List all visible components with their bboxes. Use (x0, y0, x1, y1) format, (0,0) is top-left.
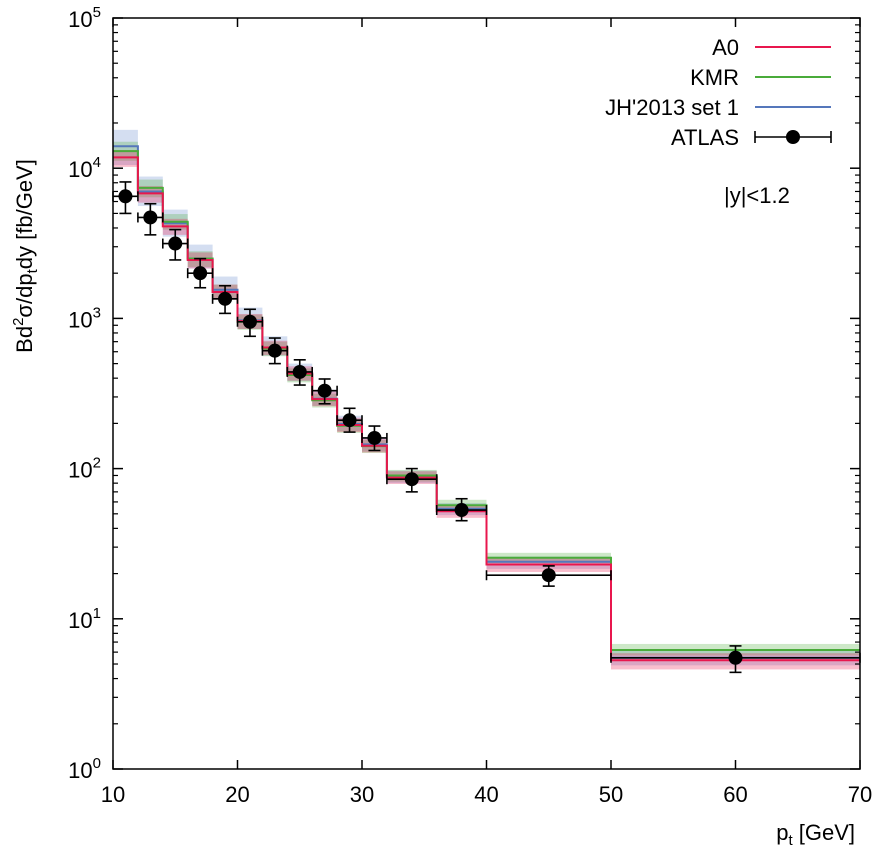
atlas-point (367, 430, 382, 445)
atlas-point (193, 266, 208, 281)
y-tick-label: 100 (68, 755, 101, 783)
atlas-point (242, 314, 257, 329)
y-tick-base: 10 (68, 608, 92, 633)
legend-swatch-point (786, 130, 800, 144)
y-tick-exponent: 2 (93, 455, 101, 472)
y-tick-base: 10 (68, 7, 92, 32)
atlas-point (454, 503, 469, 518)
y-tick-base: 10 (68, 758, 92, 783)
atlas-point (342, 413, 357, 428)
x-tick-label: 40 (474, 782, 498, 807)
x-tick-label: 10 (101, 782, 125, 807)
legend-label: ATLAS (671, 125, 739, 150)
y-tick-exponent: 3 (93, 304, 101, 321)
legend-label: A0 (712, 35, 739, 60)
y-tick-base: 10 (68, 157, 92, 182)
model-lines (113, 145, 860, 662)
y-tick-exponent: 1 (93, 605, 101, 622)
y-tick-exponent: 5 (93, 4, 101, 21)
x-tick-label: 60 (723, 782, 747, 807)
line-a0 (113, 156, 860, 662)
atlas-point (168, 236, 183, 251)
band-a0-bin (113, 150, 138, 167)
band-jh2013set1-bin (187, 244, 213, 269)
band-jh2013set1-bin (113, 129, 138, 166)
atlas-point (143, 210, 158, 225)
atlas-point (317, 383, 332, 398)
legend: A0 KMR JH'2013 set 1 ATLAS (605, 35, 832, 150)
line-jh2013set1 (113, 145, 860, 659)
y-tick-label: 105 (68, 4, 101, 32)
y-tick-exponent: 0 (93, 755, 101, 772)
y-tick-label: 102 (68, 455, 101, 483)
legend-label: KMR (690, 65, 739, 90)
atlas-point (404, 472, 419, 487)
atlas-point (118, 189, 133, 204)
x-tick-label: 50 (599, 782, 623, 807)
x-axis-label-unit: [GeV] (793, 820, 855, 845)
y-tick-label: 104 (68, 154, 101, 182)
atlas-point (267, 343, 282, 358)
y-tick-base: 10 (68, 458, 92, 483)
atlas-point (541, 568, 556, 583)
uncertainty-bands (113, 129, 860, 670)
x-axis-label-sub: t (788, 832, 793, 849)
atlas-point (218, 291, 233, 306)
x-tick-label: 30 (350, 782, 374, 807)
atlas-point (728, 650, 743, 665)
x-axis-label: pt [GeV] (776, 820, 855, 849)
atlas-point (292, 364, 307, 379)
y-tick-label: 103 (68, 304, 101, 332)
atlas-points (112, 181, 861, 674)
rapidity-annotation: |y|<1.2 (724, 183, 790, 208)
y-tick-label: 101 (68, 605, 101, 633)
band-a0-bin (137, 186, 163, 203)
legend-label: JH'2013 set 1 (605, 95, 739, 120)
y-tick-base: 10 (68, 307, 92, 332)
x-tick-label: 70 (848, 782, 872, 807)
y-axis-label: Bd2σ/dptdy [fb/GeV] (10, 159, 41, 353)
y-tick-exponent: 4 (93, 154, 101, 171)
x-tick-label: 20 (225, 782, 249, 807)
